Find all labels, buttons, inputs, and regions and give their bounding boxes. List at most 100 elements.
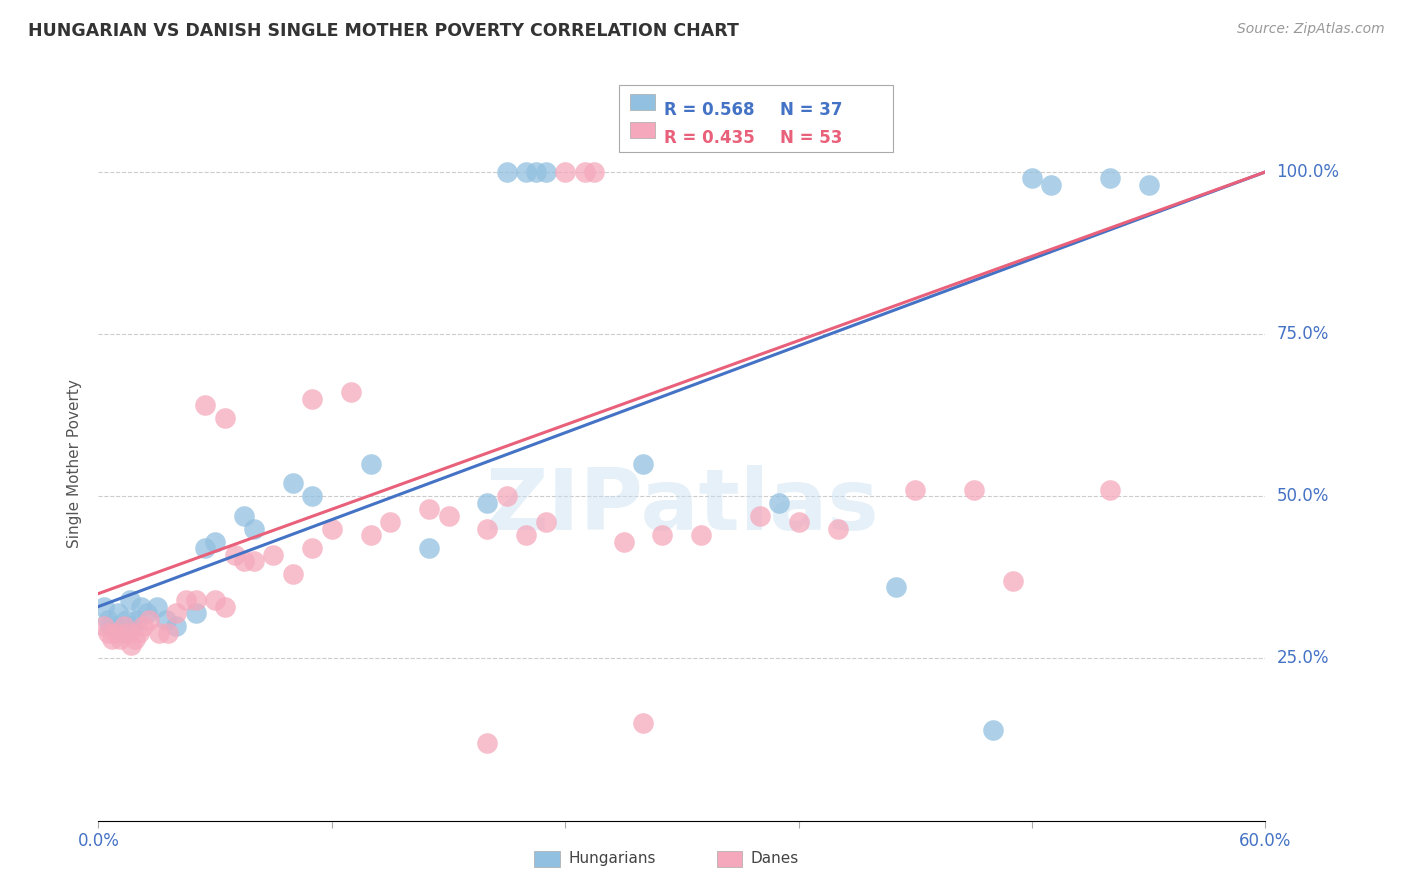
Point bbox=[121, 639, 143, 653]
Point bbox=[112, 619, 135, 633]
Point bbox=[146, 599, 169, 614]
Point bbox=[174, 593, 197, 607]
Point bbox=[1001, 574, 1024, 588]
Point bbox=[93, 619, 115, 633]
Point bbox=[122, 619, 145, 633]
Point bbox=[631, 716, 654, 731]
Point bbox=[132, 619, 155, 633]
Point bbox=[495, 489, 517, 503]
Text: Hungarians: Hungarians bbox=[568, 852, 655, 866]
Point bbox=[524, 165, 547, 179]
Text: 50.0%: 50.0% bbox=[1277, 487, 1329, 505]
Point bbox=[1098, 171, 1121, 186]
Point bbox=[108, 632, 131, 646]
Point bbox=[117, 625, 139, 640]
Point bbox=[233, 554, 256, 568]
Point bbox=[124, 632, 146, 646]
Point bbox=[1021, 171, 1043, 186]
Point bbox=[118, 593, 141, 607]
Point bbox=[194, 541, 217, 556]
Point bbox=[155, 613, 177, 627]
Point bbox=[360, 457, 382, 471]
Point bbox=[1137, 178, 1160, 192]
Point bbox=[301, 541, 323, 556]
Point bbox=[690, 528, 713, 542]
Point bbox=[184, 593, 207, 607]
Text: N = 37: N = 37 bbox=[780, 101, 842, 119]
Point bbox=[477, 736, 499, 750]
Point bbox=[515, 528, 537, 542]
Point bbox=[243, 554, 266, 568]
Point bbox=[129, 599, 152, 614]
Point bbox=[378, 515, 402, 529]
Point bbox=[768, 496, 790, 510]
Point bbox=[281, 567, 304, 582]
Point bbox=[107, 606, 129, 620]
Point bbox=[827, 522, 849, 536]
Point bbox=[148, 625, 170, 640]
Point bbox=[360, 528, 382, 542]
Point bbox=[281, 476, 304, 491]
Text: HUNGARIAN VS DANISH SINGLE MOTHER POVERTY CORRELATION CHART: HUNGARIAN VS DANISH SINGLE MOTHER POVERT… bbox=[28, 22, 740, 40]
Point bbox=[301, 392, 323, 406]
Text: N = 53: N = 53 bbox=[780, 129, 842, 147]
Point bbox=[651, 528, 673, 542]
Point bbox=[477, 522, 499, 536]
Point bbox=[321, 522, 343, 536]
Point bbox=[97, 625, 120, 640]
Point bbox=[437, 508, 460, 523]
Text: R = 0.568: R = 0.568 bbox=[664, 101, 754, 119]
Point bbox=[194, 399, 217, 413]
Point bbox=[165, 606, 187, 620]
Point bbox=[904, 483, 927, 497]
Point bbox=[103, 619, 125, 633]
Text: Source: ZipAtlas.com: Source: ZipAtlas.com bbox=[1237, 22, 1385, 37]
Point bbox=[884, 580, 907, 594]
Point bbox=[128, 625, 150, 640]
Point bbox=[748, 508, 770, 523]
Point bbox=[97, 613, 120, 627]
Text: R = 0.435: R = 0.435 bbox=[664, 129, 755, 147]
Point bbox=[534, 515, 557, 529]
Point bbox=[962, 483, 984, 497]
Point bbox=[204, 593, 226, 607]
Point bbox=[184, 606, 207, 620]
Point bbox=[340, 385, 363, 400]
Point bbox=[631, 457, 654, 471]
Point bbox=[114, 613, 136, 627]
Point bbox=[418, 541, 440, 556]
Point bbox=[233, 508, 256, 523]
Point bbox=[157, 625, 180, 640]
Text: 75.0%: 75.0% bbox=[1277, 325, 1329, 343]
Point bbox=[224, 548, 246, 562]
Point bbox=[127, 613, 149, 627]
Point bbox=[93, 599, 115, 614]
Point bbox=[612, 534, 634, 549]
Text: 100.0%: 100.0% bbox=[1277, 163, 1340, 181]
Point bbox=[204, 534, 226, 549]
Text: 25.0%: 25.0% bbox=[1277, 649, 1329, 667]
Point bbox=[111, 625, 134, 640]
Point bbox=[515, 165, 537, 179]
Point bbox=[534, 165, 557, 179]
Point bbox=[554, 165, 576, 179]
Point bbox=[262, 548, 284, 562]
Y-axis label: Single Mother Poverty: Single Mother Poverty bbox=[67, 379, 83, 549]
Point bbox=[981, 723, 1004, 737]
Text: ZIPatlas: ZIPatlas bbox=[485, 465, 879, 549]
Point bbox=[495, 165, 517, 179]
Point bbox=[477, 496, 499, 510]
Point bbox=[301, 489, 323, 503]
Point bbox=[136, 606, 159, 620]
Text: Danes: Danes bbox=[751, 852, 799, 866]
Point bbox=[574, 165, 596, 179]
Point bbox=[214, 411, 236, 425]
Point bbox=[787, 515, 810, 529]
Point bbox=[98, 619, 121, 633]
Point bbox=[138, 613, 160, 627]
Point bbox=[583, 165, 606, 179]
Point bbox=[165, 619, 187, 633]
Point bbox=[1040, 178, 1063, 192]
Point bbox=[101, 632, 124, 646]
Point bbox=[104, 625, 127, 640]
